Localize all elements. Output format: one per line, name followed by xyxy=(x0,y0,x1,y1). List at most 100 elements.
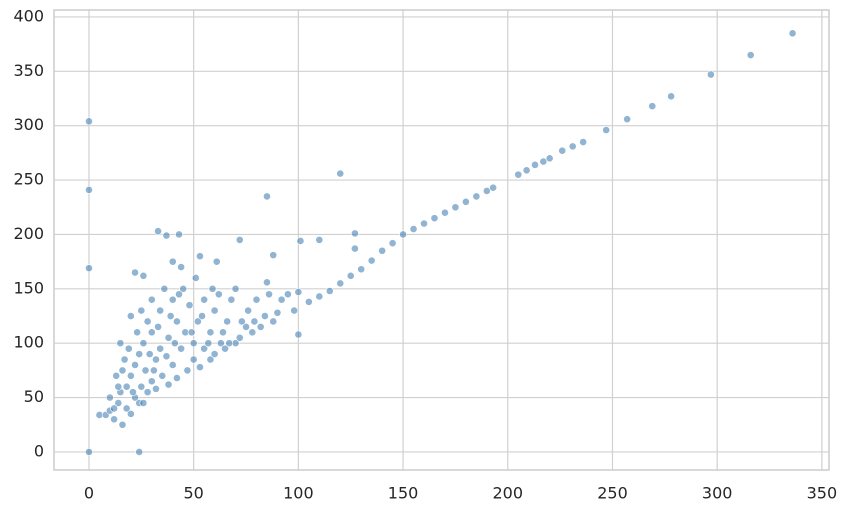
point xyxy=(388,239,397,248)
point xyxy=(173,374,181,382)
point xyxy=(221,344,229,353)
point xyxy=(206,355,215,364)
point xyxy=(198,312,206,320)
point xyxy=(156,344,165,353)
point xyxy=(290,306,299,315)
point xyxy=(126,371,135,380)
point xyxy=(579,138,588,146)
point xyxy=(294,330,303,339)
point xyxy=(304,297,313,306)
point xyxy=(168,257,177,266)
point xyxy=(351,229,359,238)
point xyxy=(85,117,93,126)
point xyxy=(545,154,554,163)
point xyxy=(568,142,577,151)
point xyxy=(137,306,146,315)
point xyxy=(143,388,152,397)
point xyxy=(110,404,118,413)
point xyxy=(143,317,152,326)
point xyxy=(212,257,221,266)
point xyxy=(667,92,676,101)
point xyxy=(189,355,198,364)
point xyxy=(164,380,173,389)
point xyxy=(147,377,156,386)
x-tick-label: 350 xyxy=(807,484,838,503)
point xyxy=(216,339,225,348)
point xyxy=(430,214,439,223)
point xyxy=(208,284,217,293)
point xyxy=(168,295,177,304)
x-tick-label: 0 xyxy=(84,484,94,503)
point xyxy=(175,290,183,299)
point xyxy=(116,339,125,348)
point xyxy=(648,102,657,111)
point xyxy=(131,361,139,369)
point xyxy=(420,219,428,228)
point xyxy=(231,284,240,293)
point xyxy=(196,252,204,261)
point xyxy=(118,366,127,375)
point xyxy=(193,317,202,326)
point xyxy=(248,328,257,337)
point xyxy=(489,183,498,192)
point xyxy=(706,70,715,79)
point xyxy=(357,265,366,274)
y-tick-label: 400 xyxy=(13,6,44,25)
point xyxy=(154,227,162,236)
point xyxy=(531,160,539,169)
point xyxy=(522,166,531,175)
point xyxy=(137,382,146,391)
x-tick-label: 100 xyxy=(283,484,314,503)
point xyxy=(152,355,160,364)
point xyxy=(269,251,278,260)
y-tick-label: 0 xyxy=(34,441,44,460)
point xyxy=(149,366,158,375)
point xyxy=(135,448,144,456)
point xyxy=(168,361,177,369)
point xyxy=(204,339,213,348)
point xyxy=(441,208,449,217)
point xyxy=(351,244,359,253)
plot-frame xyxy=(53,9,830,471)
point xyxy=(210,306,219,315)
y-tick-label: 150 xyxy=(13,278,44,297)
point xyxy=(133,328,142,337)
point xyxy=(269,317,278,326)
point xyxy=(296,237,305,245)
point xyxy=(170,339,179,348)
point xyxy=(135,350,144,358)
point xyxy=(315,292,324,301)
point xyxy=(260,312,269,320)
point xyxy=(162,231,171,240)
point xyxy=(252,295,261,304)
point xyxy=(325,287,334,295)
point xyxy=(378,246,387,255)
point xyxy=(346,271,355,280)
point xyxy=(85,448,93,456)
y-tick-label: 50 xyxy=(24,387,44,406)
point xyxy=(336,169,345,178)
x-tick-label: 300 xyxy=(702,484,733,503)
point xyxy=(399,230,407,239)
point xyxy=(315,235,324,244)
point xyxy=(210,350,219,358)
point xyxy=(558,146,567,155)
point xyxy=(263,192,271,201)
point xyxy=(482,187,491,195)
point xyxy=(120,355,129,364)
point xyxy=(106,393,114,402)
point xyxy=(250,317,259,326)
point xyxy=(244,306,253,315)
point xyxy=(187,328,196,337)
point xyxy=(294,288,303,296)
point xyxy=(514,170,523,179)
point xyxy=(173,317,181,326)
point xyxy=(139,271,148,280)
point xyxy=(206,328,215,337)
point xyxy=(539,157,548,166)
point xyxy=(131,268,139,277)
point xyxy=(746,51,755,59)
point xyxy=(114,382,123,391)
point xyxy=(451,203,460,212)
